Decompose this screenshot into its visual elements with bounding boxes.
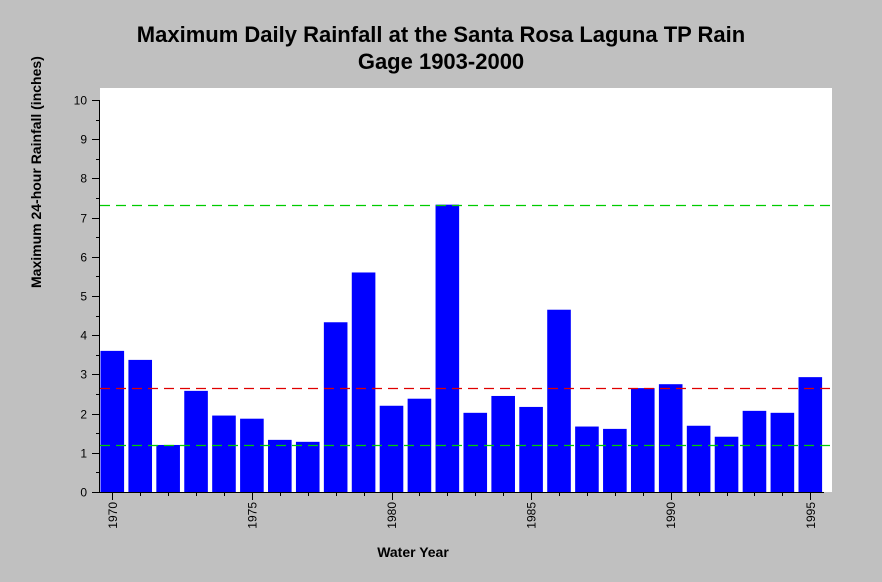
y-tick-label-3: 3 (80, 368, 87, 382)
bar-1980 (379, 405, 404, 492)
bar-1977 (295, 441, 320, 492)
x-tick-label-1970: 1970 (106, 502, 120, 529)
y-tick-label-8: 8 (80, 172, 87, 186)
bar-1992 (714, 436, 739, 492)
bar-1984 (491, 395, 515, 492)
x-tick-label-1975: 1975 (245, 502, 259, 529)
chart-title-line2: Gage 1903-2000 (357, 49, 525, 74)
bar-1975 (240, 418, 264, 492)
bar-1988 (603, 428, 627, 492)
bar-1994 (770, 412, 795, 492)
bar-1981 (407, 398, 432, 492)
bar-1985 (519, 406, 543, 492)
bar-1987 (575, 426, 599, 492)
x-axis-label: Water Year (377, 544, 449, 560)
y-axis-label: Maximum 24-hour Rainfall (inches) (28, 56, 44, 288)
y-tick-label-1: 1 (80, 447, 87, 461)
bar-1973 (184, 390, 208, 492)
bar-1991 (686, 425, 711, 492)
bar-1974 (212, 415, 236, 492)
chart-title-line1: Maximum Daily Rainfall at the Santa Rosa… (136, 22, 746, 47)
bar-1986 (547, 309, 571, 492)
x-tick-label-1990: 1990 (664, 502, 678, 529)
bar-1989 (630, 388, 655, 492)
y-tick-label-5: 5 (80, 290, 87, 304)
bar-1971 (128, 359, 153, 492)
x-tick-label-1985: 1985 (525, 502, 539, 529)
y-tick-label-0: 0 (80, 486, 87, 500)
y-tick-label-7: 7 (80, 212, 87, 226)
y-tick-label-9: 9 (80, 133, 87, 147)
x-tick-label-1980: 1980 (385, 502, 399, 529)
bar-1993 (742, 410, 767, 492)
bar-1978 (323, 322, 348, 492)
y-tick-label-2: 2 (80, 408, 87, 422)
bar-1976 (268, 439, 292, 492)
bar-1979 (351, 272, 376, 492)
y-tick-label-10: 10 (74, 94, 88, 108)
x-tick-label-1995: 1995 (804, 502, 818, 529)
bar-1970 (100, 350, 125, 492)
y-tick-label-4: 4 (80, 329, 87, 343)
bar-1990 (658, 384, 683, 492)
bar-1982 (435, 204, 460, 492)
bar-1983 (463, 412, 488, 492)
bar-1972 (156, 444, 180, 492)
bar-1995 (798, 377, 823, 492)
y-tick-label-6: 6 (80, 251, 87, 265)
